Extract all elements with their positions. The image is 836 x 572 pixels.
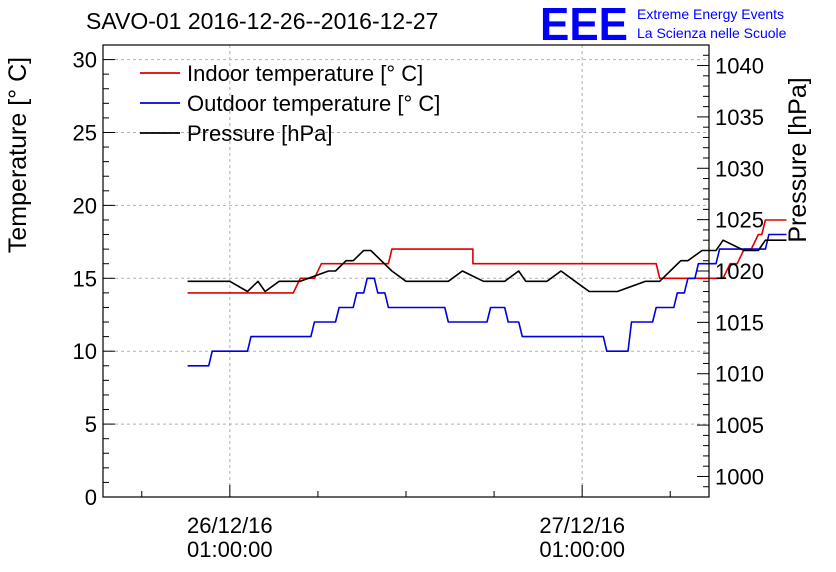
x-tick-label-date: 27/12/16 xyxy=(539,513,625,538)
legend-label-pressure: Pressure [hPa] xyxy=(187,121,333,146)
y2-tick-label: 1020 xyxy=(715,259,764,284)
y-tick-label: 25 xyxy=(73,120,97,145)
y2-tick-label: 1030 xyxy=(715,156,764,181)
series-line-outdoor xyxy=(187,233,787,367)
y2-tick-label: 1025 xyxy=(715,208,764,233)
legend-label-indoor: Indoor temperature [° C] xyxy=(187,61,423,86)
y-tick-label: 0 xyxy=(85,485,97,510)
y2-tick-label: 1005 xyxy=(715,413,764,438)
y-tick-label: 30 xyxy=(73,48,97,73)
y-tick-label: 20 xyxy=(73,193,97,218)
eee-logo: EEE xyxy=(540,0,628,50)
y2-tick-label: 1040 xyxy=(715,54,764,79)
x-tick-label-time: 01:00:00 xyxy=(187,537,273,562)
y-tick-label: 15 xyxy=(73,266,97,291)
y2-tick-label: 1015 xyxy=(715,310,764,335)
y2-tick-label: 1035 xyxy=(715,105,764,130)
y-tick-label: 10 xyxy=(73,339,97,364)
y2-tick-label: 1000 xyxy=(715,464,764,489)
y-tick-label: 5 xyxy=(85,412,97,437)
y2-tick-label: 1010 xyxy=(715,362,764,387)
chart-title: SAVO-01 2016-12-26--2016-12-27 xyxy=(86,8,438,34)
logo-line-1: Extreme Energy Events xyxy=(637,6,784,22)
y2-axis-label: Pressure [hPa] xyxy=(784,77,812,242)
series-layer xyxy=(187,219,787,367)
axis-layer: 0510152025301000100510101015102010251030… xyxy=(73,44,764,562)
series-line-pressure xyxy=(187,239,787,293)
legend: Indoor temperature [° C] Outdoor temperat… xyxy=(140,61,440,146)
y-axis-label: Temperature [° C] xyxy=(4,57,32,253)
x-tick-label-date: 26/12/16 xyxy=(187,513,273,538)
x-tick-label-time: 01:00:00 xyxy=(539,537,625,562)
legend-label-outdoor: Outdoor temperature [° C] xyxy=(187,91,440,116)
logo-line-2: La Scienza nelle Scuole xyxy=(637,25,787,41)
